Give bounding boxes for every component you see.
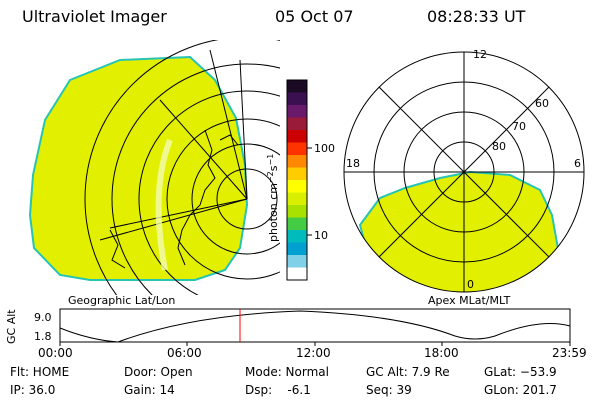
coastline	[109, 129, 239, 269]
date-label: 05 Oct 07	[275, 7, 354, 26]
info-seq: Seq: 39	[366, 383, 412, 397]
info-mode: Mode: Normal	[245, 365, 329, 379]
mlt-label-18: 18	[346, 157, 360, 170]
colorbar-segment	[287, 155, 307, 168]
timeline-xtick-1: 06:00	[167, 346, 202, 360]
colorbar-segment	[287, 167, 307, 181]
mlt-label-6: 6	[574, 157, 581, 170]
info-gain: Gain: 14	[124, 383, 175, 397]
info-flt: Flt: HOME	[10, 365, 70, 379]
mlt-label-0: 0	[467, 278, 474, 291]
timeline-xtick-2: 12:00	[296, 346, 331, 360]
mlt-label-12: 12	[473, 48, 487, 61]
info-door: Door: Open	[124, 365, 193, 379]
timeline-xtick-3: 18:00	[424, 346, 459, 360]
timeline-xtick-4: 23:59	[552, 346, 587, 360]
colorbar-segment	[287, 92, 307, 106]
info-glat: GLat: −53.9	[484, 365, 557, 379]
timeline-ytick-1.8: 1.8	[34, 330, 52, 343]
timeline-y-axis-label: GC Alt	[5, 309, 18, 344]
right-map-caption: Apex MLat/MLT	[428, 294, 511, 307]
aurora-image-left	[28, 55, 249, 281]
aurora-image-right	[358, 170, 562, 292]
colorbar-segment	[287, 142, 307, 156]
timeline-ticks	[59, 342, 571, 346]
aurora-band	[155, 138, 173, 271]
colorbar-segment	[287, 180, 307, 193]
timeline-ytick-9: 9.0	[34, 311, 52, 324]
colorbar-segment	[287, 192, 307, 206]
colorbar-segment	[287, 230, 307, 243]
colorbar-frame	[286, 79, 308, 281]
info-gcalt: GC Alt: 7.9 Re	[366, 365, 450, 379]
colorbar-unit-label: photon cm−2s−1	[266, 154, 280, 242]
colorbar-segment	[287, 80, 307, 93]
info-ip: IP: 36.0	[10, 383, 56, 397]
colorbar-segment	[287, 267, 307, 281]
geographic-map	[28, 40, 280, 295]
timeline-xtick-0: 00:00	[38, 346, 73, 360]
orbit-altitude-curve	[59, 310, 571, 343]
polar-grid	[343, 51, 585, 293]
time-label: 08:28:33 UT	[427, 7, 526, 26]
colorbar-segment	[287, 205, 307, 218]
colorbar-segment	[287, 105, 307, 118]
colorbar-tick-label-100: 100	[314, 142, 335, 155]
colorbar-segment	[287, 255, 307, 268]
colorbar-segment	[287, 242, 307, 256]
info-dsp: Dsp: -6.1	[245, 383, 311, 397]
mlat-label-70: 70	[512, 120, 526, 133]
mlat-label-60: 60	[535, 97, 549, 110]
colorbar-segment	[287, 117, 307, 131]
mlat-label-80: 80	[492, 140, 506, 153]
colorbar-tick-label-10: 10	[314, 229, 328, 242]
timeline-frame	[59, 308, 571, 343]
info-glon: GLon: 201.7	[484, 383, 557, 397]
app-title: Ultraviolet Imager	[22, 7, 167, 26]
colorbar	[287, 80, 307, 281]
colorbar-segment	[287, 217, 307, 231]
colorbar-segment	[287, 130, 307, 143]
left-map-caption: Geographic Lat/Lon	[68, 294, 176, 307]
lat-lon-grid	[84, 40, 280, 295]
apex-polar-map	[343, 51, 585, 293]
